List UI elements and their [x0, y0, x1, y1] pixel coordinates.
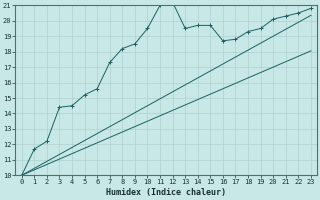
X-axis label: Humidex (Indice chaleur): Humidex (Indice chaleur) [106, 188, 226, 197]
